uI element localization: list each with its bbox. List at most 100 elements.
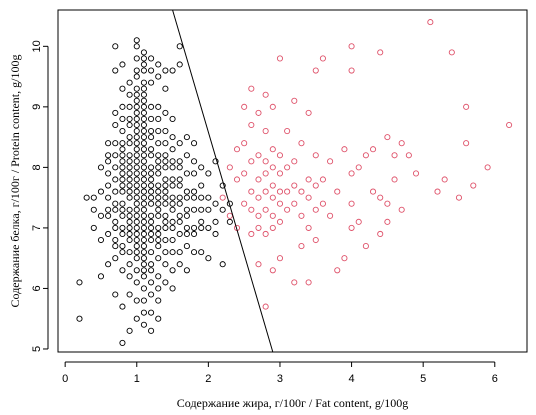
data-point-series-1 [140,152,147,159]
data-point-series-1 [126,182,133,189]
data-point-series-1 [105,194,112,201]
data-point-series-2 [391,152,398,159]
data-point-series-1 [140,321,147,328]
data-point-series-1 [176,140,183,147]
data-point-series-1 [140,309,147,316]
data-point-series-2 [377,230,384,238]
data-point-series-1 [133,194,140,201]
data-point-series-1 [148,261,155,268]
data-point-series-1 [140,121,147,129]
data-point-series-2 [276,188,284,195]
data-point-series-2 [305,109,312,116]
x-tick-label: 2 [205,373,211,385]
data-point-series-1 [133,279,140,286]
data-point-series-2 [312,182,319,189]
data-point-series-2 [262,206,269,213]
data-point-series-1 [155,224,162,231]
data-point-series-2 [391,176,398,183]
data-point-series-1 [140,182,147,189]
data-point-series-1 [126,291,133,298]
data-point-series-2 [348,200,355,207]
data-point-series-1 [169,267,176,274]
data-point-series-2 [298,212,305,219]
data-point-series-1 [155,230,162,238]
data-point-series-1 [105,182,112,189]
data-point-series-1 [140,230,147,238]
data-point-series-1 [148,67,155,74]
data-point-series-1 [133,152,140,159]
data-point-series-1 [105,261,112,268]
data-point-series-1 [155,128,162,135]
data-point-series-1 [126,134,133,141]
data-point-series-1 [176,182,183,189]
data-point-series-1 [155,285,162,292]
y-axis-title: Содержание белка, г/100г / Protein conte… [8,55,22,308]
data-point-series-2 [305,279,312,286]
data-point-series-1 [190,206,198,213]
data-point-series-1 [226,218,233,225]
data-point-series-1 [133,230,140,238]
data-point-series-1 [126,212,133,219]
data-point-series-2 [233,176,241,183]
data-point-series-1 [90,224,97,231]
data-point-series-1 [97,188,105,195]
data-point-series-1 [176,61,183,68]
data-point-series-1 [148,224,155,231]
data-point-series-1 [176,158,183,165]
data-point-series-1 [105,206,112,213]
y-tick-label: 7 [31,225,43,231]
data-point-series-2 [341,255,348,262]
data-point-series-1 [140,158,147,165]
data-point-series-2 [341,146,348,153]
data-point-series-1 [198,182,205,189]
data-point-series-1 [169,164,176,171]
y-axis: 5 6 7 8 9 10 [31,40,49,352]
data-point-series-1 [155,158,162,165]
data-point-series-1 [133,97,140,104]
data-point-series-2 [248,85,255,92]
y-tick-label: 9 [31,104,43,110]
data-point-series-1 [176,230,183,238]
data-point-series-1 [133,43,140,50]
data-point-series-2 [255,176,262,183]
data-point-series-2 [255,109,262,116]
data-point-series-1 [183,170,190,177]
data-point-series-1 [140,261,147,268]
data-point-series-2 [348,67,355,74]
data-point-series-1 [133,37,140,44]
data-point-series-2 [255,212,262,219]
data-point-series-1 [133,236,140,244]
data-point-series-1 [140,267,147,274]
data-point-series-1 [162,200,169,207]
data-point-series-2 [506,121,513,129]
data-point-series-1 [97,236,105,244]
data-point-series-1 [119,140,126,147]
data-point-series-1 [155,61,162,68]
data-point-series-2 [291,158,298,165]
data-point-series-1 [140,67,147,74]
data-point-series-1 [205,224,212,231]
data-point-series-1 [119,85,126,92]
data-point-series-1 [162,176,169,183]
data-point-series-1 [126,249,133,256]
data-point-series-1 [212,218,219,225]
data-point-series-1 [183,243,190,250]
data-point-series-2 [298,140,305,147]
data-point-series-2 [248,121,255,129]
data-point-series-2 [291,182,298,189]
data-point-series-2 [276,200,284,207]
data-point-series-1 [140,218,147,225]
data-point-series-2 [298,188,305,195]
data-point-series-1 [119,212,126,219]
data-point-series-1 [198,206,205,213]
data-point-series-1 [140,297,147,304]
data-point-series-2 [255,152,262,159]
data-point-series-1 [140,255,147,262]
data-point-series-1 [126,164,133,171]
data-point-series-1 [119,243,126,250]
data-point-series-1 [140,97,147,104]
data-point-series-1 [183,224,190,231]
data-point-series-1 [133,315,140,322]
data-point-series-1 [112,206,119,213]
data-point-series-1 [112,291,119,298]
